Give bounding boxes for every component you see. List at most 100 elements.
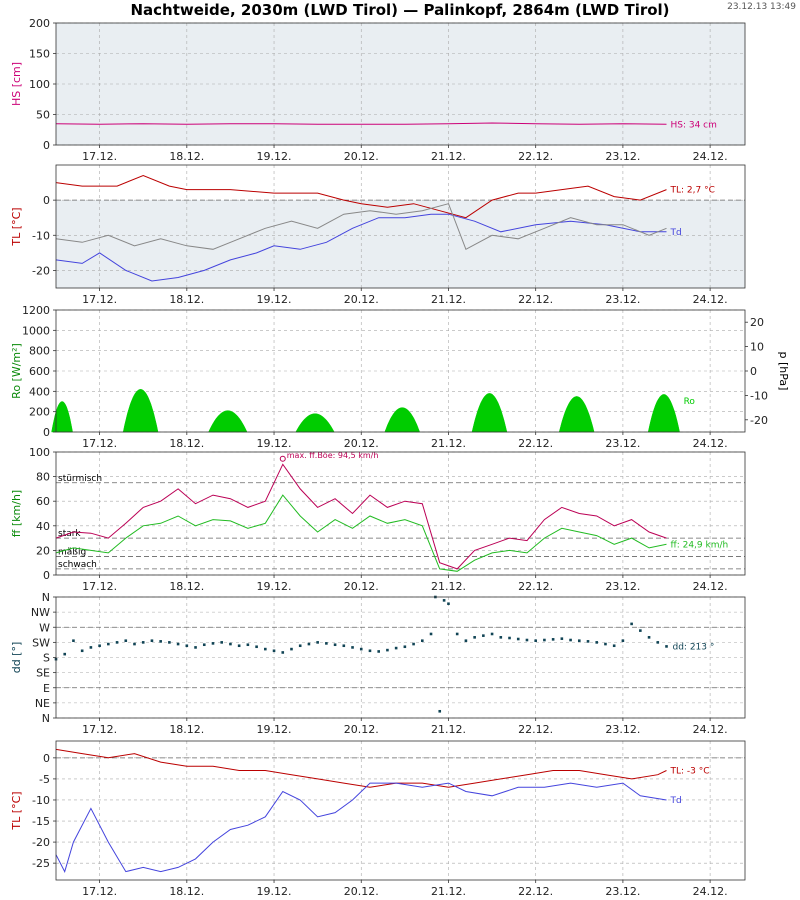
y-tick-label: S [43,652,50,665]
data-point [473,636,476,639]
data-point [141,641,145,644]
panel-ro: Ro 0 200 400 600 800 1000 1200 -20 -10 0 10 20 p [hPa… [10,304,790,450]
y-tick-label: SW [32,636,50,649]
y-axis-label: Ro [W/m²] [10,343,23,399]
radiation-peak [51,401,73,433]
y-tick-label-right: 0 [750,365,757,378]
x-tick-label: 19.12. [257,150,292,163]
series-line [55,122,667,125]
data-point [176,642,180,646]
data-point [150,639,154,642]
max-gust-marker [279,455,286,462]
x-tick-label: 19.12. [257,885,292,898]
panel-dd: dd: 213 ° N NE E SE S SW W NW Ndd [°] 17.12. 18.12.… [10,591,746,736]
data-point [394,646,398,650]
data-point [211,642,215,645]
threshold-label: stark [58,529,81,539]
panel-tl2: TL: -3 °C Td -25 -20 -15 -10 -5 0 TL [°C] 17.12. 1… [10,740,746,898]
data-point [333,643,337,647]
data-point [72,639,75,642]
x-tick-label: 24.12. [693,885,728,898]
series-label: Ro [684,397,696,407]
data-point [290,647,293,651]
y-axis-label: dd [°] [10,642,23,674]
x-tick-label: 21.12. [431,723,466,736]
data-point [124,639,128,642]
y-tick-label: 200 [29,406,50,419]
data-point [237,644,241,648]
data-point [508,636,511,640]
x-tick-label: 20.12. [344,150,379,163]
y-tick-label: 0 [43,752,50,765]
y-tick-label: 0 [43,139,50,152]
data-point [325,642,328,645]
threshold-label: schwach [58,560,97,570]
data-point [438,709,442,713]
data-point [569,638,572,642]
series-line [55,174,667,219]
data-point [202,643,206,647]
y-tick-label: -20 [32,264,50,277]
x-tick-label: 18.12. [169,293,204,306]
data-point [342,644,346,648]
y-tick-label: 100 [29,78,50,91]
series-line [55,782,667,873]
x-tick-label: 17.12. [82,580,117,593]
x-tick-label: 23.12. [605,293,640,306]
x-tick-label: 24.12. [693,580,728,593]
y-axis-label: TL [°C] [10,791,23,830]
x-tick-label: 22.12. [518,437,553,450]
data-point [98,644,101,648]
data-point [307,642,311,646]
timestamp: 23.12.13 13:49 [727,2,796,12]
data-point [316,641,319,644]
x-tick-label: 17.12. [82,885,117,898]
panel-frame [55,164,746,289]
y-tick-label-right: -20 [750,414,768,427]
x-tick-label: 18.12. [169,150,204,163]
y-axis-label: ff [km/h] [10,490,23,537]
max-gust-label: max. ff.Böe: 94,5 km/h [287,451,379,460]
x-tick-label: 18.12. [169,885,204,898]
x-tick-label: 22.12. [518,580,553,593]
data-point [551,638,555,641]
data-point [665,645,668,648]
x-tick-label: 24.12. [693,723,728,736]
radiation-peak [384,407,421,433]
y-tick-label: 150 [29,48,50,61]
y-tick-label: 60 [36,495,50,508]
data-point [525,638,529,642]
data-point [133,642,136,646]
data-point [255,645,258,649]
data-point [621,639,625,642]
series-label: dd: 213 ° [673,642,715,652]
series-line [55,213,667,282]
data-point [534,639,537,642]
data-point [442,599,446,602]
data-point [89,646,93,649]
x-tick-label: 22.12. [518,150,553,163]
series-label: ff: 24,9 km/h [671,540,729,550]
x-tick-label: 20.12. [344,580,379,593]
x-tick-label: 18.12. [169,723,204,736]
y-tick-label: 600 [29,365,50,378]
data-point [246,643,250,647]
y-tick-label: 0 [43,569,50,582]
series-line [55,494,667,572]
series-label: HS: 34 cm [671,120,717,130]
data-point [612,644,616,648]
y-tick-label: SE [36,667,50,680]
series-label: Td [670,796,682,806]
radiation-peak [208,410,248,433]
radiation-peak [471,393,508,433]
radiation-peak [647,394,680,433]
data-point [359,647,363,651]
data-point [490,632,494,636]
series-label: Td [670,228,682,238]
y-tick-label: -20 [32,836,50,849]
data-point [577,639,581,642]
x-tick-label: 23.12. [605,580,640,593]
y-tick-label: N [42,591,50,604]
data-point [499,636,503,639]
panel-frame [55,740,746,881]
